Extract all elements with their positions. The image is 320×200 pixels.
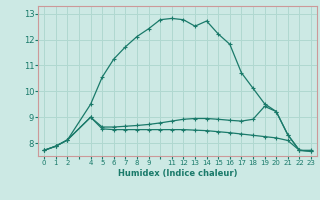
X-axis label: Humidex (Indice chaleur): Humidex (Indice chaleur) [118,169,237,178]
